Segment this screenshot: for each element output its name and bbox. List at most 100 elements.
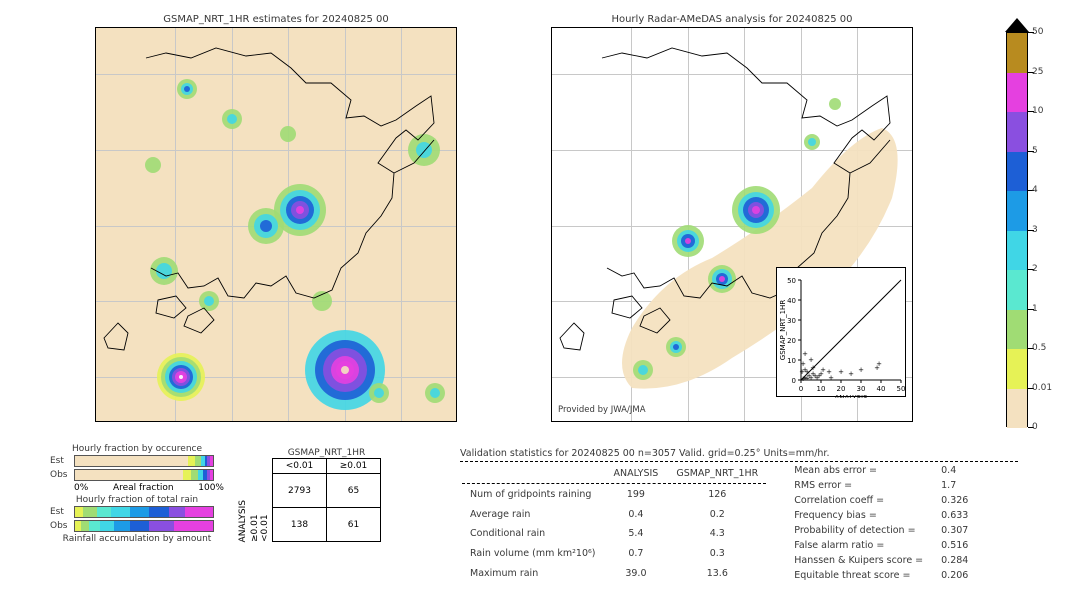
ct-collab: <0.01 [273, 459, 327, 474]
colorbar-segment [1007, 73, 1027, 113]
hbar [74, 506, 214, 518]
svg-text:20: 20 [787, 337, 796, 345]
svg-text:20: 20 [837, 385, 846, 393]
svg-text:+: + [820, 366, 826, 374]
rain-blob [341, 366, 349, 374]
contingency-table: <0.01≥0.01 279365 13861 [272, 458, 381, 542]
stats-cell: Correlation coeff = [786, 494, 931, 507]
colorbar-tick: 10 [1032, 106, 1043, 116]
stats-cell: Rain volume (mm km²10⁶) [462, 545, 604, 563]
stats-cell: Hanssen & Kuipers score = [786, 554, 931, 567]
stats-cell: Probability of detection = [786, 524, 931, 537]
svg-text:30: 30 [787, 317, 796, 325]
contingency-row-header: ANALYSIS [238, 490, 248, 542]
ct-cell: 65 [327, 474, 381, 508]
svg-text:+: + [838, 368, 844, 376]
svg-text:+: + [876, 360, 882, 368]
stats-cell: 13.6 [668, 564, 766, 582]
colorbar-tick: 50 [1032, 27, 1043, 37]
svg-text:+: + [808, 356, 814, 364]
stats-right-table: Mean abs error =0.4RMS error =1.7Correla… [784, 462, 978, 584]
stats-cell: RMS error = [786, 479, 931, 492]
stats-cell: 39.0 [606, 564, 667, 582]
ct-cell: 138 [273, 508, 327, 542]
contingency-col-header: GSMAP_NRT_1HR [272, 448, 381, 458]
svg-text:+: + [810, 364, 816, 372]
svg-text:+: + [848, 370, 854, 378]
stats-colhdr: ANALYSIS [606, 465, 667, 484]
svg-text:30: 30 [857, 385, 866, 393]
ct-rowlab: ≥0.01 [250, 472, 260, 542]
ct-rowlab: <0.01 [260, 472, 270, 542]
svg-text:+: + [800, 360, 806, 368]
colorbar-tick: 0.01 [1032, 383, 1052, 393]
svg-text:GSMAP_NRT_1HR: GSMAP_NRT_1HR [779, 300, 787, 361]
colorbar-segment [1007, 191, 1027, 231]
hbar-rowlabel: Est [50, 507, 74, 517]
stats-colhdr [462, 465, 604, 484]
right-map-panel: Hourly Radar-AMeDAS analysis for 2024082… [551, 14, 913, 422]
colorbar-segment [1007, 231, 1027, 271]
hbar-tick: 100% [198, 483, 224, 493]
colorbar-tick: 5 [1032, 146, 1038, 156]
rain-blob [145, 157, 161, 173]
rain-blob [416, 142, 432, 158]
stats-colhdr: GSMAP_NRT_1HR [668, 465, 766, 484]
stats-cell: 5.4 [606, 525, 667, 543]
hbar-axis-1: 0% Areal fraction 100% [50, 483, 224, 493]
rain-blob [296, 206, 304, 214]
stats-cell: Equitable threat score = [786, 569, 931, 582]
rain-blob [374, 388, 384, 398]
hbar-title-1: Hourly fraction by occurence [50, 444, 224, 454]
svg-text:10: 10 [787, 357, 796, 365]
colorbar [1006, 32, 1028, 427]
rain-blob [184, 86, 190, 92]
stats-header: Validation statistics for 20240825 00 n=… [460, 448, 1018, 462]
hbar [74, 455, 214, 467]
contingency-panel: ANALYSIS ≥0.01 <0.01 GSMAP_NRT_1HR <0.01… [238, 448, 381, 542]
stats-cell: 0.4 [933, 464, 976, 477]
left-map-frame: 125°E130°E135°E140°E145°E25°N30°N35°N40°… [95, 27, 457, 422]
stats-cell: 0.4 [606, 506, 667, 524]
svg-text:50: 50 [897, 385, 906, 393]
stats-cell: 0.633 [933, 509, 976, 522]
stats-left-table: ANALYSISGSMAP_NRT_1HR Num of gridpoints r… [460, 463, 768, 584]
ct-cell: 61 [327, 508, 381, 542]
stats-cell: 126 [668, 486, 766, 504]
hbar-group-1: EstObs [50, 454, 224, 481]
colorbar-tick: 0 [1032, 422, 1038, 432]
colorbar-tick: 2 [1032, 264, 1038, 274]
stats-cell: Frequency bias = [786, 509, 931, 522]
svg-text:10: 10 [817, 385, 826, 393]
stats-cell: Num of gridpoints raining [462, 486, 604, 504]
stats-cell: Conditional rain [462, 525, 604, 543]
colorbar-tick: 0.5 [1032, 343, 1046, 353]
stats-cell: Average rain [462, 506, 604, 524]
contingency-row-labels: ≥0.01 <0.01 [250, 472, 270, 542]
hbar-tick: 0% [74, 483, 88, 493]
stats-cell: 0.326 [933, 494, 976, 507]
colorbar-tick: 3 [1032, 225, 1038, 235]
colorbar-segment [1007, 349, 1027, 389]
rain-blob [156, 263, 172, 279]
svg-text:+: + [858, 366, 864, 374]
stats-panel: Validation statistics for 20240825 00 n=… [460, 448, 1020, 584]
rain-blob [227, 114, 237, 124]
stats-cell: 0.284 [933, 554, 976, 567]
colorbar-segment [1007, 389, 1027, 429]
hbar-xlabel-1: Areal fraction [113, 483, 174, 493]
rain-blob [752, 206, 760, 214]
svg-text:0: 0 [792, 377, 796, 385]
svg-text:+: + [802, 350, 808, 358]
scatter-inset: 0102030405001020304050++++++++++++++++++… [776, 267, 906, 397]
ct-cell: 2793 [273, 474, 327, 508]
colorbar-segment [1007, 152, 1027, 192]
rain-blob [312, 291, 332, 311]
hbar-rowlabel: Obs [50, 521, 74, 531]
stats-cell: 0.2 [668, 506, 766, 524]
ct-collab: ≥0.01 [327, 459, 381, 474]
right-map-title: Hourly Radar-AMeDAS analysis for 2024082… [551, 14, 913, 25]
stats-cell: 1.7 [933, 479, 976, 492]
left-map-panel: GSMAP_NRT_1HR estimates for 20240825 00 … [95, 14, 457, 422]
rain-blob [719, 276, 725, 282]
